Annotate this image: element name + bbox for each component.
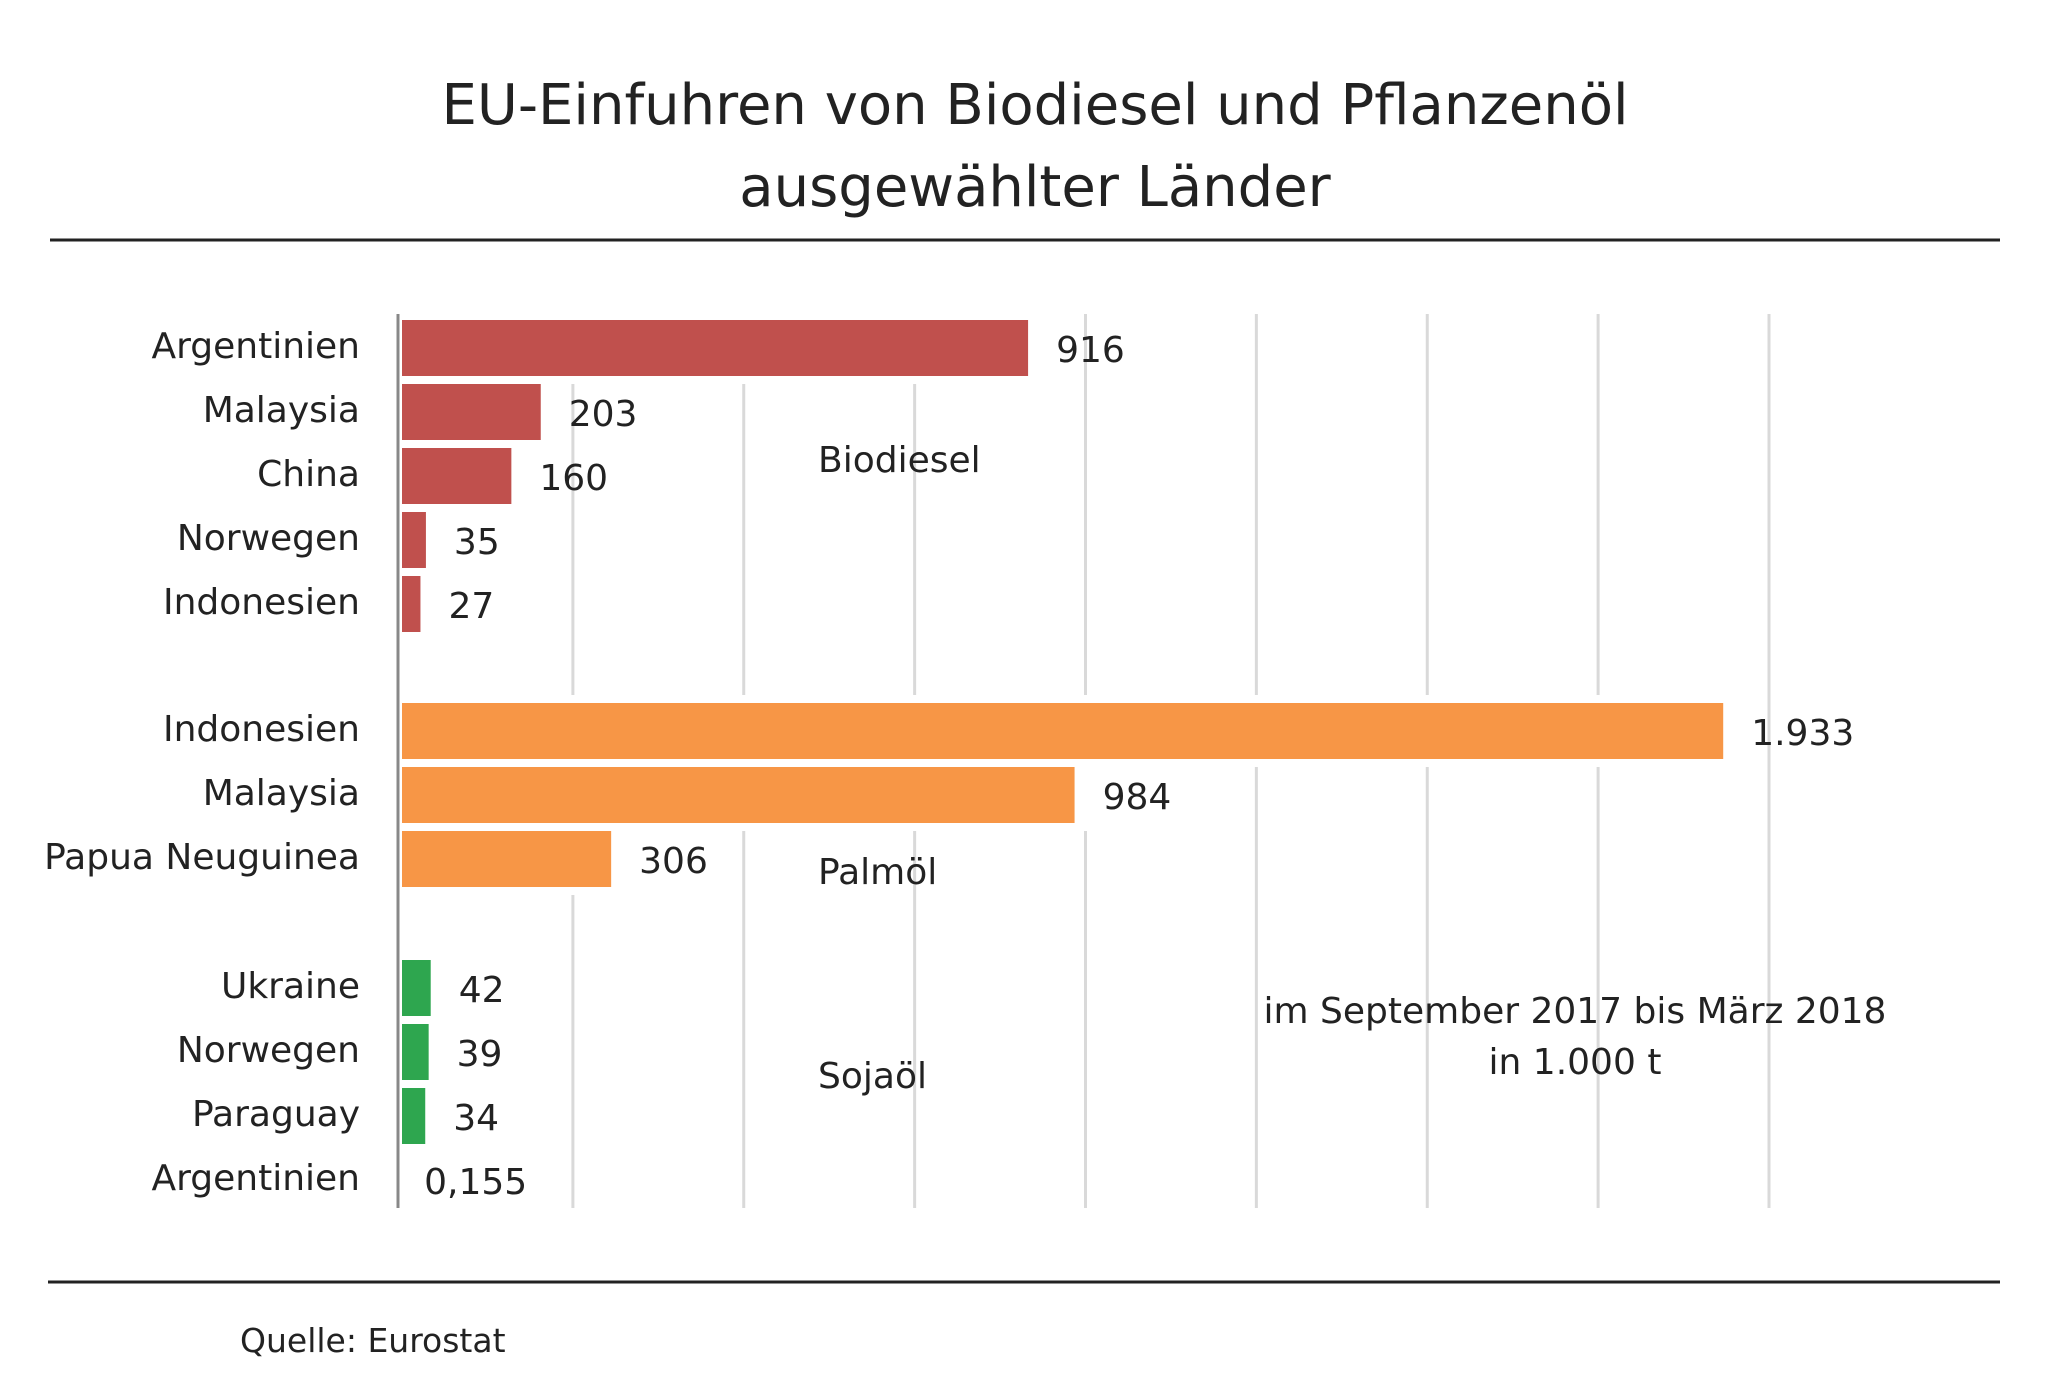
category-label: Malaysia — [203, 773, 360, 814]
value-label: 1.933 — [1751, 713, 1854, 754]
unit-note: im September 2017 bis März 2018 in 1.000… — [1264, 991, 1887, 1083]
chart-title-line-2: ausgewählter Länder — [739, 155, 1331, 220]
bar — [402, 576, 421, 632]
value-label: 0,155 — [424, 1162, 527, 1203]
category-label: Norwegen — [177, 518, 360, 559]
group-label: Sojaöl — [818, 1056, 927, 1097]
bar — [402, 960, 431, 1016]
unit-note-line-1: im September 2017 bis März 2018 — [1264, 991, 1887, 1032]
labels: Argentinien 916 Malaysia 203 China 160 Norwege… — [44, 326, 1854, 1203]
category-label: China — [257, 454, 360, 495]
category-label: Paraguay — [192, 1094, 360, 1135]
bars — [402, 312, 1740, 1216]
value-label: 42 — [459, 970, 505, 1011]
value-label: 306 — [639, 841, 708, 882]
category-label: Ukraine — [221, 966, 360, 1007]
value-label: 39 — [457, 1034, 503, 1075]
value-label: 916 — [1056, 330, 1125, 371]
value-label: 203 — [569, 394, 638, 435]
bar — [402, 320, 1029, 376]
bar — [402, 448, 512, 504]
category-label: Argentinien — [151, 326, 360, 367]
bar — [402, 767, 1075, 823]
value-label: 35 — [454, 522, 500, 563]
bar — [402, 1024, 429, 1080]
category-label: Papua Neuguinea — [44, 837, 360, 878]
bar — [402, 512, 426, 568]
category-label: Indonesien — [163, 582, 360, 623]
source-note: Quelle: Eurostat — [240, 1321, 506, 1360]
category-label: Argentinien — [151, 1158, 360, 1199]
bar-backdrop — [402, 1144, 419, 1216]
value-label: 160 — [539, 458, 608, 499]
chart-title-line-1: EU-Einfuhren von Biodiesel und Pflanzenö… — [441, 73, 1628, 138]
value-label: 984 — [1103, 777, 1172, 818]
bar — [402, 1088, 426, 1144]
bar — [402, 384, 541, 440]
group-label: Palmöl — [818, 852, 937, 893]
group-label: Biodiesel — [818, 440, 981, 481]
value-label: 27 — [448, 586, 494, 627]
bar — [402, 831, 612, 887]
value-label: 34 — [453, 1098, 499, 1139]
chart-title: EU-Einfuhren von Biodiesel und Pflanzenö… — [441, 73, 1628, 220]
category-label: Norwegen — [177, 1030, 360, 1071]
unit-note-line-2: in 1.000 t — [1489, 1042, 1662, 1083]
bar — [402, 703, 1724, 759]
category-label: Indonesien — [163, 709, 360, 750]
category-label: Malaysia — [203, 390, 360, 431]
